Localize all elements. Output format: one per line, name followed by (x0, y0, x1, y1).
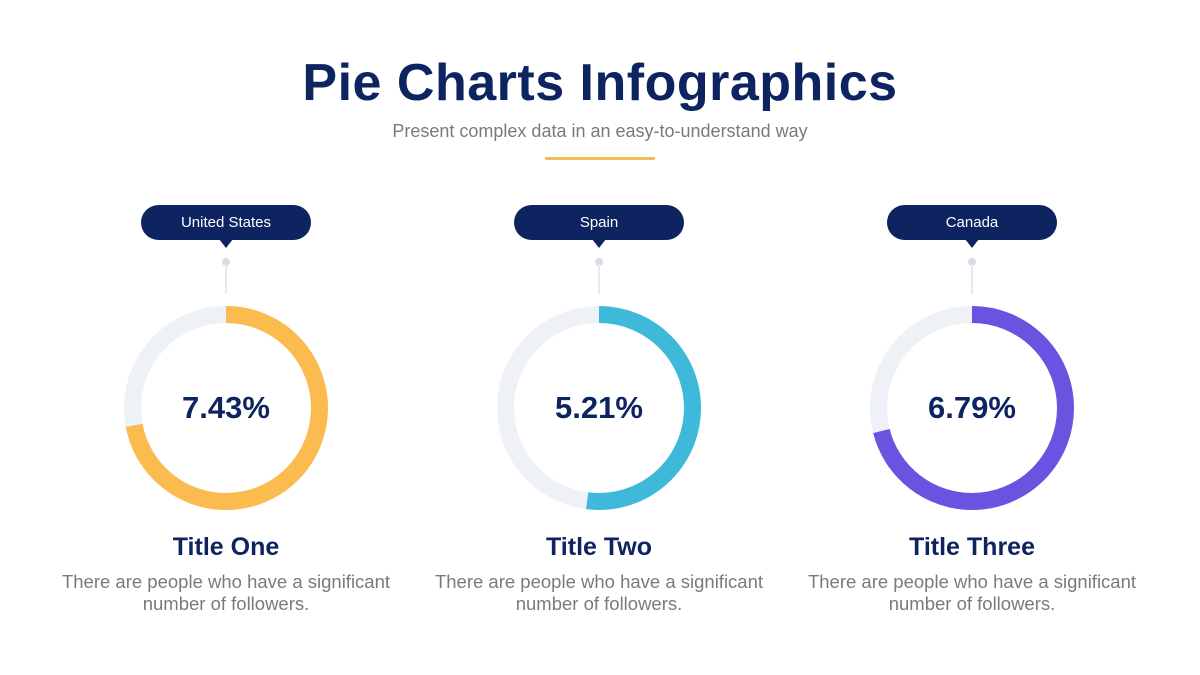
donut-chart (870, 306, 1074, 510)
donut-value-label: 7.43% (182, 390, 270, 425)
donut-value-label: 6.79% (928, 390, 1016, 425)
connector-dot-icon (222, 258, 230, 266)
donut-chart (124, 306, 328, 510)
donut-arc (497, 306, 701, 510)
page-title: Pie Charts Infographics (302, 54, 898, 112)
connector-line (225, 264, 227, 294)
donut-arc (124, 306, 328, 510)
card-description: There are people who have a significant … (434, 571, 764, 614)
donut-card-canada: Canada 6.79% Title Three There are peopl… (786, 0, 1158, 675)
country-label-pill: United States (141, 205, 311, 240)
donut-chart (497, 306, 701, 510)
title-underline-divider (545, 157, 655, 160)
card-title: Title Two (545, 533, 653, 561)
pill-pointer-icon (592, 239, 606, 248)
card-description: There are people who have a significant … (61, 571, 391, 614)
country-label-pill: Canada (887, 205, 1057, 240)
page-subtitle: Present complex data in an easy-to-under… (392, 121, 808, 141)
donut-value-label: 5.21% (555, 390, 643, 425)
connector-line (598, 264, 600, 294)
pill-pointer-icon (965, 239, 979, 248)
pill-pointer-icon (219, 239, 233, 248)
card-title: Title Three (909, 533, 1035, 561)
donut-arc (870, 306, 1074, 510)
donut-card-spain: Spain 5.21% Title Two There are people w… (413, 0, 785, 675)
card-title: Title One (172, 533, 280, 561)
country-label-pill: Spain (514, 205, 684, 240)
donut-card-united-states: United States 7.43% Title One There are … (40, 0, 412, 675)
card-description: There are people who have a significant … (807, 571, 1137, 614)
connector-dot-icon (968, 258, 976, 266)
connector-line (971, 264, 973, 294)
connector-dot-icon (595, 258, 603, 266)
